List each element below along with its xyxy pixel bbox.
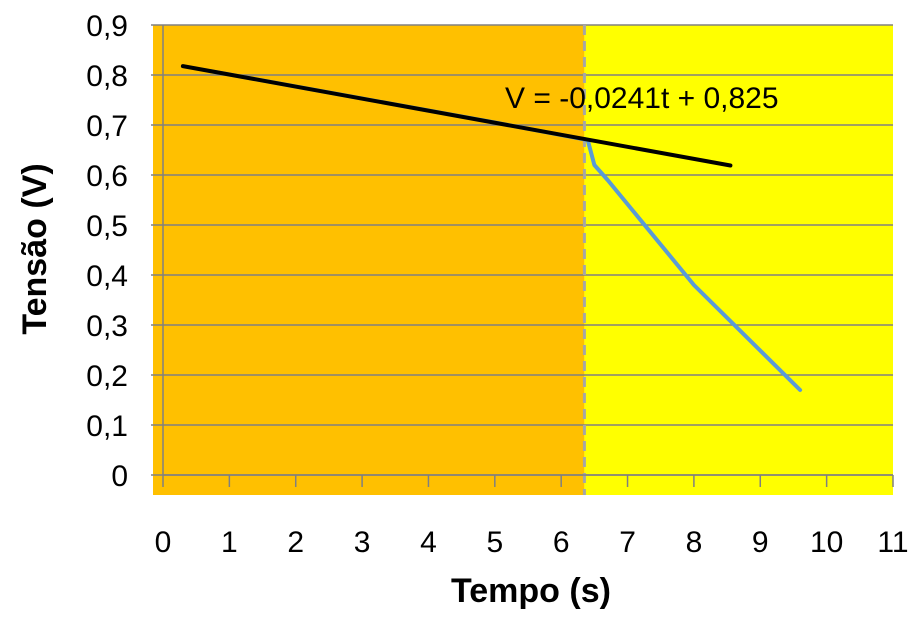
x-tick-label: 2 <box>287 526 304 559</box>
x-axis-title: Tempo (s) <box>451 572 611 610</box>
y-tick-labels: 0 0,1 0,2 0,3 0,4 0,5 0,6 0,7 0,8 0,9 <box>86 10 128 493</box>
region-2 <box>584 25 893 495</box>
y-tick-label: 0,1 <box>86 410 128 443</box>
x-tick-label: 0 <box>155 526 172 559</box>
y-tick-label: 0,5 <box>86 210 128 243</box>
x-tick-label: 11 <box>877 526 908 559</box>
x-tick-label: 10 <box>810 526 843 559</box>
gridlines <box>151 24 893 476</box>
y-tick-label: 0,9 <box>86 10 128 43</box>
x-tick-label: 6 <box>553 526 570 559</box>
y-tick-label: 0,3 <box>86 310 128 343</box>
y-tick-label: 0,8 <box>86 60 128 93</box>
axes <box>162 25 894 487</box>
x-tick-label: 1 <box>221 526 238 559</box>
y-tick-label: 0,4 <box>86 260 128 293</box>
trendline-equation: V = -0,0241t + 0,825 <box>505 82 779 115</box>
x-tick-label: 3 <box>354 526 371 559</box>
x-tick-labels: 0 1 2 3 4 5 6 7 8 9 10 11 <box>155 526 909 559</box>
y-tick-label: 0,2 <box>86 360 128 393</box>
y-tick-label: 0,7 <box>86 110 128 143</box>
x-tick-label: 5 <box>486 526 503 559</box>
background-regions <box>153 25 893 495</box>
y-tick-label: 0 <box>111 460 128 493</box>
trendline-group <box>180 64 733 168</box>
x-tick-label: 9 <box>752 526 769 559</box>
y-tick-label: 0,6 <box>86 160 128 193</box>
x-tick-label: 7 <box>619 526 636 559</box>
x-tick-label: 8 <box>686 526 703 559</box>
y-axis-title: Tensão (V) <box>16 163 54 334</box>
trendline <box>180 64 733 168</box>
region-1 <box>153 25 585 495</box>
x-tick-label: 4 <box>420 526 437 559</box>
